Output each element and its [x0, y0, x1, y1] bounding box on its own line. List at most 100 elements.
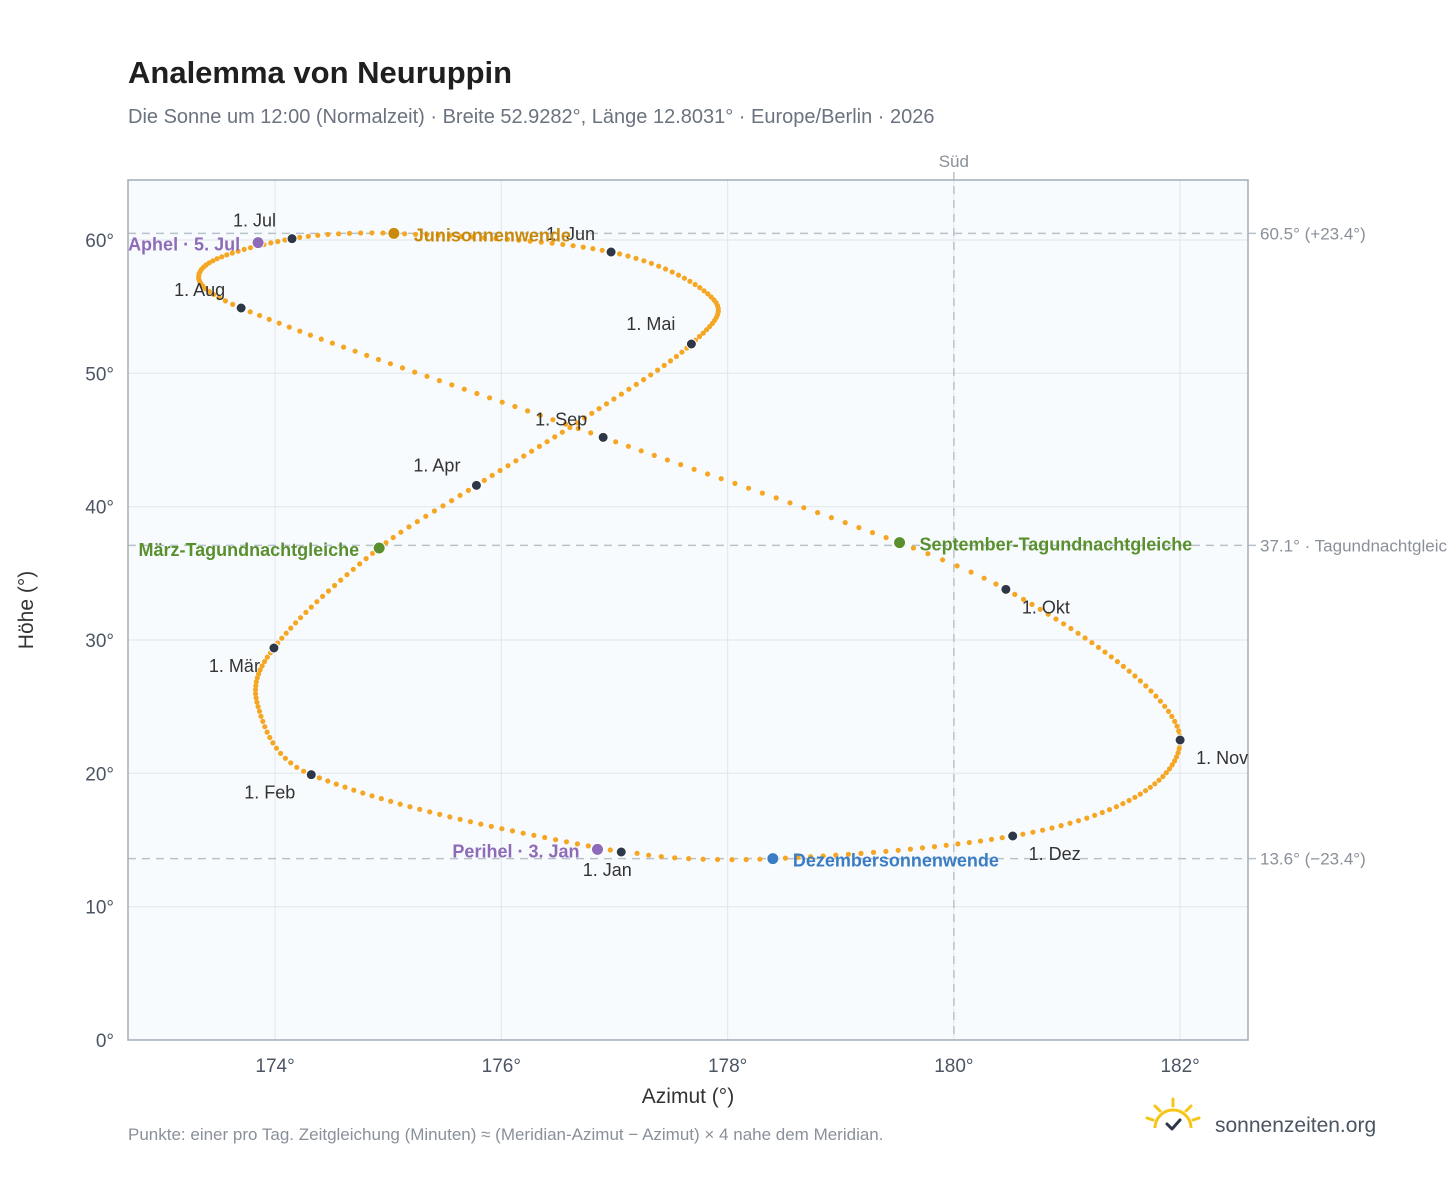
day-point	[307, 332, 313, 338]
day-point	[787, 500, 793, 506]
day-point	[746, 485, 752, 491]
day-point	[414, 519, 420, 525]
month-label: 1. Okt	[1022, 597, 1070, 617]
day-point	[550, 417, 556, 423]
day-point	[288, 760, 294, 766]
day-point	[567, 424, 573, 431]
day-point	[646, 852, 652, 858]
day-point	[782, 855, 789, 861]
day-point	[336, 231, 342, 237]
day-point	[297, 234, 303, 240]
day-point	[820, 853, 826, 859]
day-point	[1126, 797, 1132, 804]
day-point	[718, 476, 724, 482]
day-point	[833, 852, 839, 858]
day-point	[254, 675, 260, 681]
y-tick-label: 20°	[85, 764, 114, 785]
day-point	[907, 846, 914, 852]
day-point	[1020, 831, 1026, 837]
day-point	[966, 839, 972, 846]
day-point	[262, 658, 268, 665]
day-point	[570, 243, 576, 249]
day-point	[1120, 663, 1126, 670]
day-point	[808, 854, 814, 860]
day-point	[357, 561, 363, 567]
day-point	[729, 857, 735, 863]
day-point	[325, 588, 332, 594]
day-point	[267, 734, 273, 741]
day-point	[399, 365, 406, 371]
day-point	[661, 362, 667, 368]
x-tick-label: 176°	[482, 1056, 521, 1077]
brand-name: sonnenzeiten.org	[1215, 1114, 1376, 1137]
day-point	[230, 301, 236, 307]
day-point	[1045, 611, 1051, 617]
day-point	[1084, 815, 1090, 821]
day-point	[1157, 698, 1163, 704]
day-point	[465, 487, 471, 493]
day-point	[435, 232, 441, 238]
day-point	[1089, 640, 1095, 646]
day-point	[268, 240, 274, 246]
month-label: 1. Apr	[413, 455, 460, 475]
day-point	[260, 718, 266, 725]
day-point	[358, 230, 364, 236]
chart-subtitle: Die Sonne um 12:00 (Normalzeit) · Breite…	[128, 106, 934, 128]
day-point	[988, 836, 995, 843]
day-point	[910, 545, 917, 551]
day-point	[375, 356, 382, 363]
day-point	[521, 453, 527, 459]
day-point	[294, 764, 300, 770]
month-point	[685, 338, 697, 350]
day-point	[436, 378, 442, 384]
day-point	[625, 443, 632, 449]
y-tick-label: 10°	[85, 898, 114, 919]
day-point	[219, 254, 225, 260]
reference-lines: 60.5° (+23.4°) 37.1° · Tagundnachtgleiche…	[128, 224, 1448, 869]
day-point	[993, 581, 999, 587]
day-point	[759, 490, 766, 496]
day-point	[378, 796, 384, 802]
day-point	[633, 381, 639, 387]
x-tick-label: 178°	[708, 1056, 747, 1077]
day-point	[489, 472, 495, 478]
day-point	[1142, 788, 1149, 794]
day-point	[634, 850, 640, 856]
month-label: 1. Dez	[1029, 844, 1081, 864]
day-point	[697, 285, 703, 291]
day-point	[256, 708, 263, 714]
day-point	[869, 530, 876, 536]
day-point	[656, 263, 662, 269]
day-point	[701, 288, 707, 294]
day-point	[590, 246, 596, 252]
day-point	[388, 798, 394, 805]
plot-frame	[127, 179, 1249, 1041]
day-point	[449, 498, 455, 504]
day-point	[691, 466, 697, 472]
day-point	[505, 463, 511, 469]
day-point	[264, 729, 270, 735]
day-point	[298, 615, 304, 621]
day-point	[216, 295, 222, 301]
day-point	[257, 667, 263, 673]
sun-logo-icon	[1145, 1097, 1201, 1131]
day-point	[470, 234, 476, 240]
day-point	[488, 823, 494, 830]
day-point	[1176, 728, 1182, 734]
day-point	[940, 557, 946, 563]
month-point	[1007, 830, 1019, 842]
day-point	[954, 563, 960, 569]
day-point	[458, 233, 464, 239]
day-point	[487, 395, 493, 401]
day-point	[618, 391, 625, 397]
day-point	[552, 434, 558, 440]
day-point	[692, 281, 698, 288]
day-point	[845, 851, 852, 857]
day-point	[1037, 606, 1043, 612]
day-point	[611, 396, 617, 402]
day-point	[449, 382, 455, 388]
y-tick-label: 60°	[85, 231, 114, 252]
day-point	[1169, 762, 1175, 768]
day-point	[686, 856, 692, 862]
day-point	[715, 856, 721, 863]
